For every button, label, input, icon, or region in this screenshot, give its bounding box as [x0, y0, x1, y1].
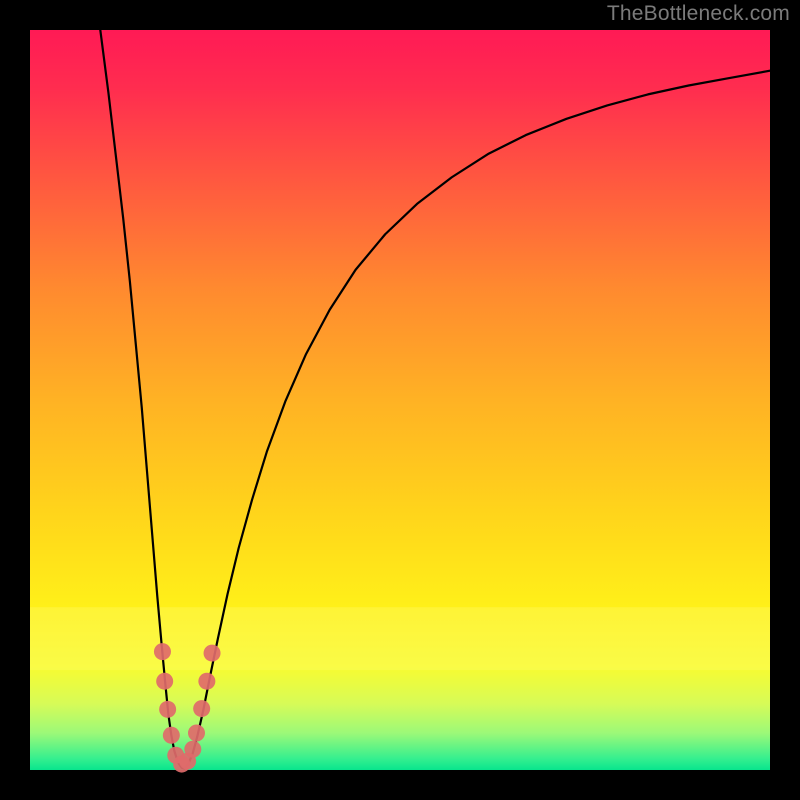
data-marker: [184, 741, 201, 758]
data-marker: [154, 643, 171, 660]
data-marker: [204, 645, 221, 662]
chart-container: TheBottleneck.com: [0, 0, 800, 800]
highlight-band: [30, 607, 770, 670]
data-marker: [198, 673, 215, 690]
data-marker: [159, 701, 176, 718]
watermark-text: TheBottleneck.com: [607, 2, 790, 26]
data-marker: [163, 727, 180, 744]
data-marker: [156, 673, 173, 690]
data-marker: [193, 700, 210, 717]
bottleneck-curve-chart: [0, 0, 800, 800]
data-marker: [188, 725, 205, 742]
